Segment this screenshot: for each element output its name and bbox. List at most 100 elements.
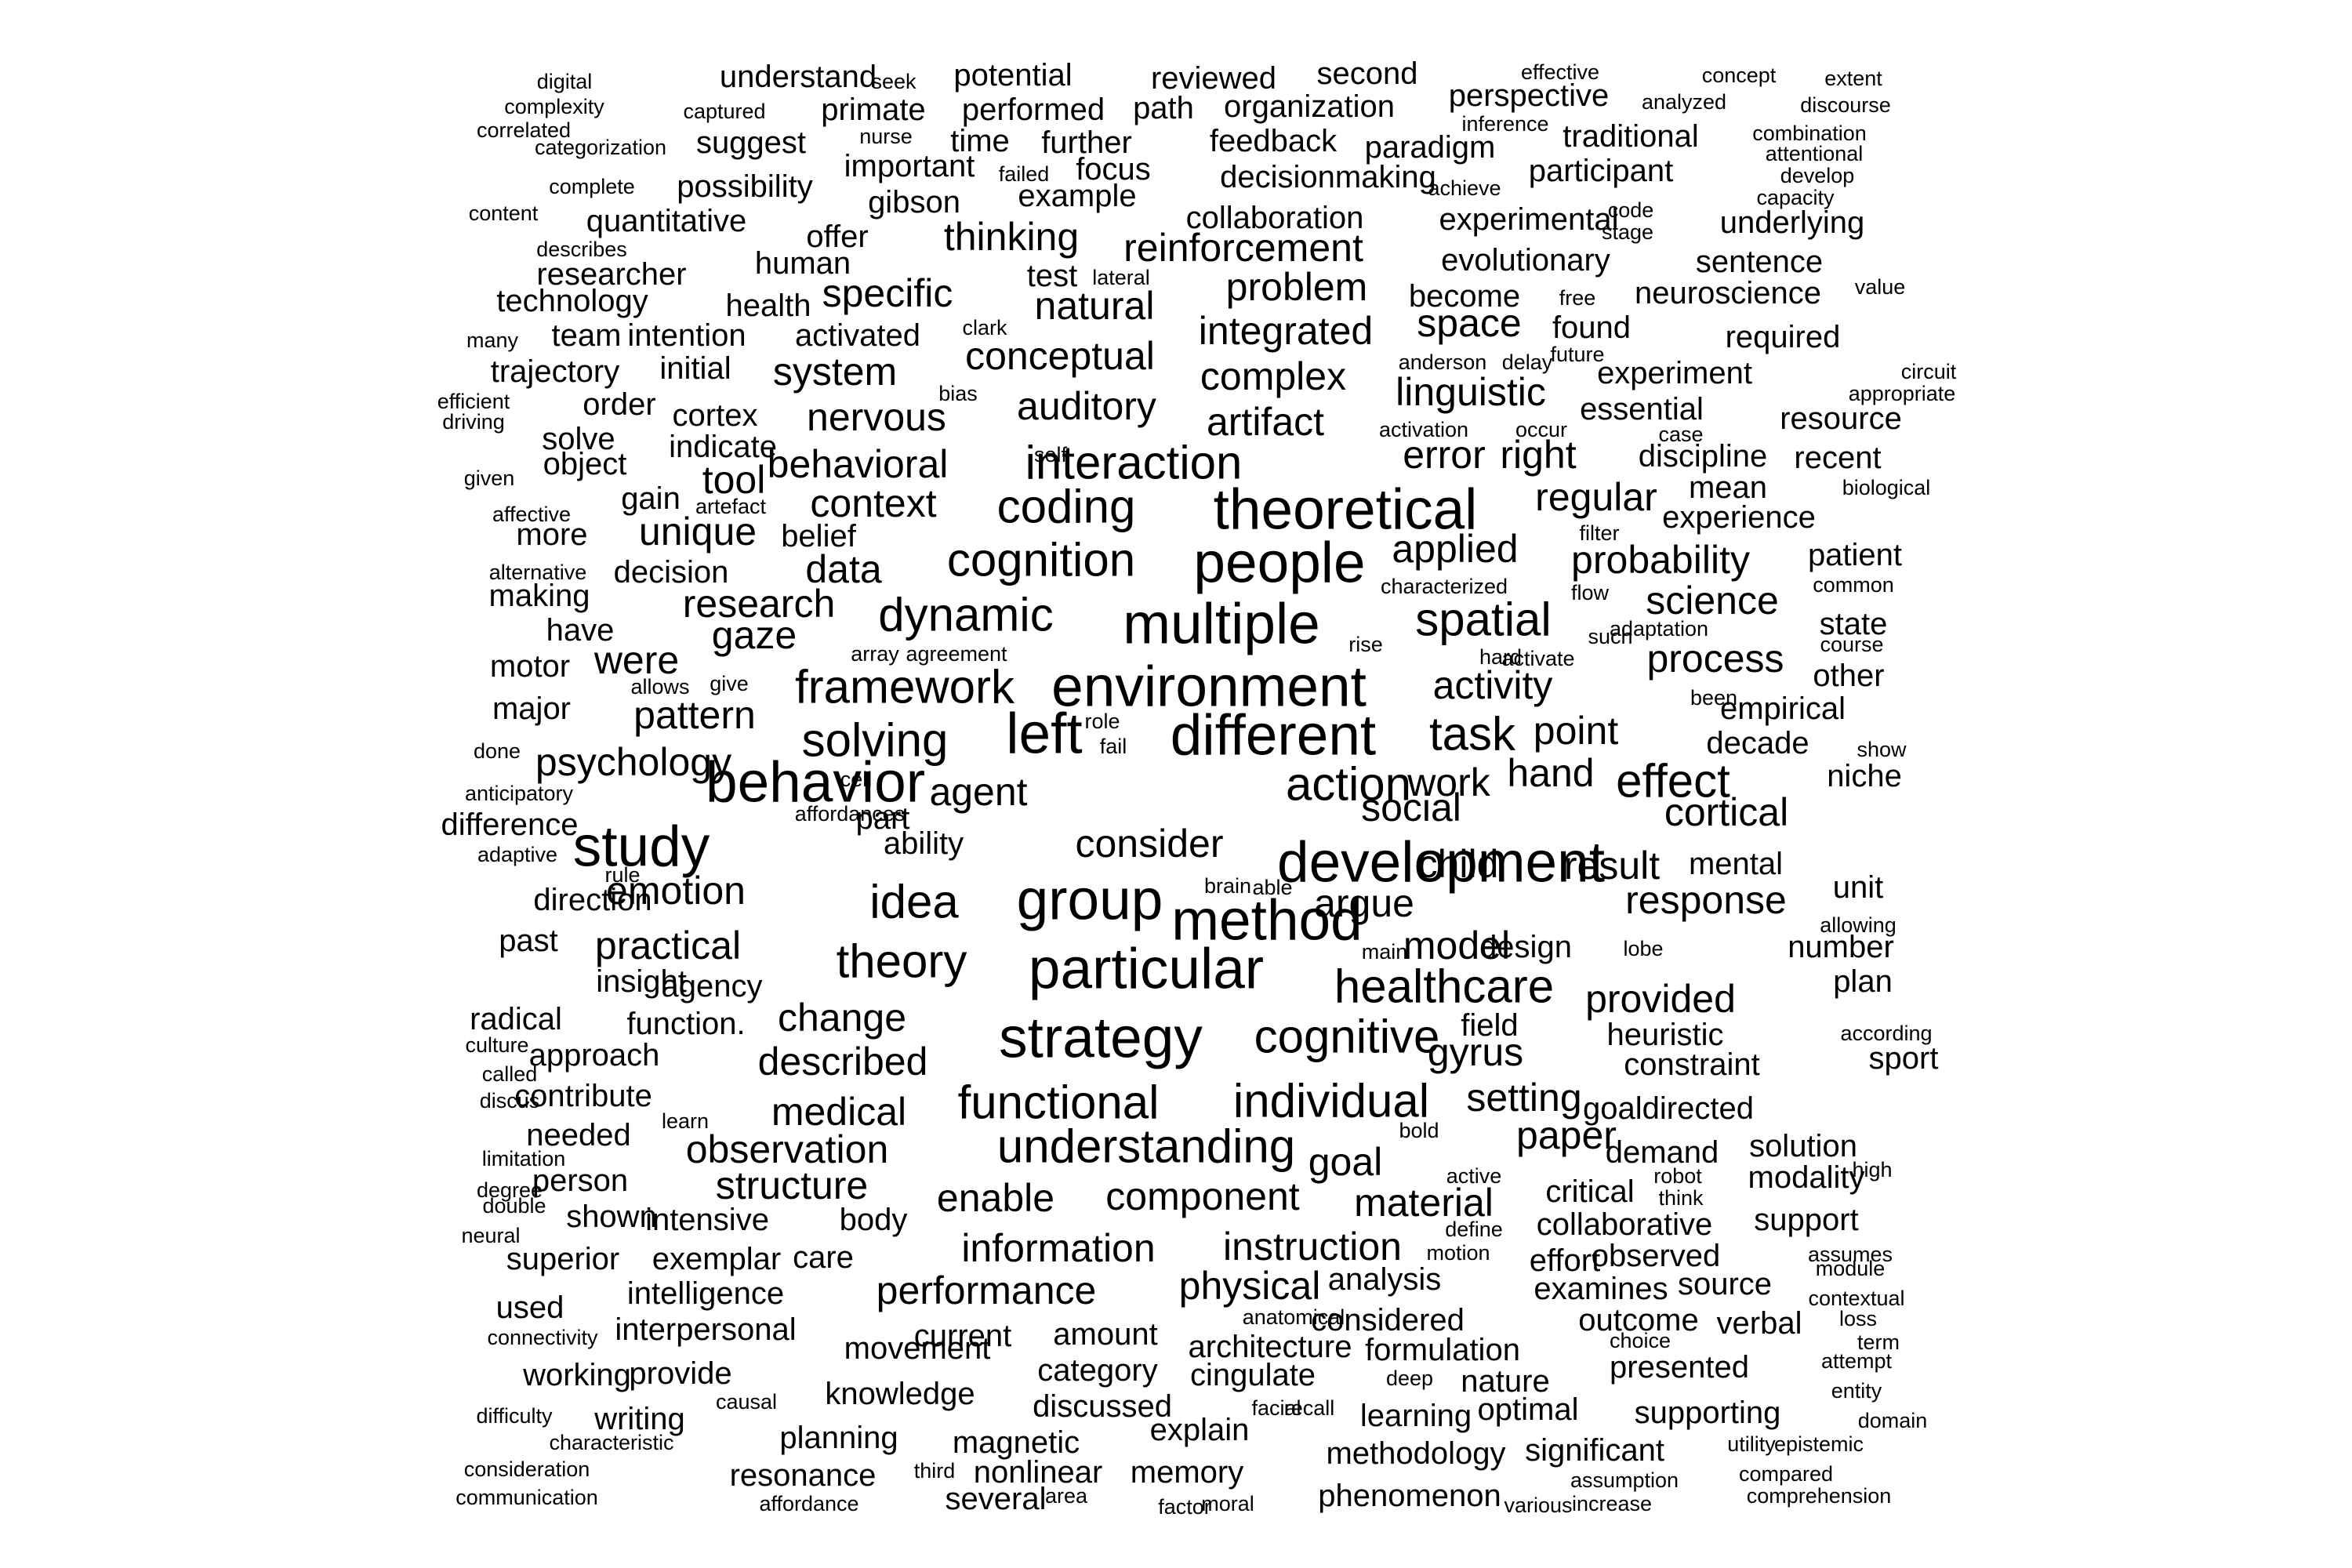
word-320: knowledge xyxy=(825,1377,975,1411)
word-215: practical xyxy=(595,924,741,967)
word-92: auditory xyxy=(1017,384,1156,428)
word-15: perspective xyxy=(1449,78,1610,113)
word-299: considered xyxy=(1311,1303,1465,1338)
word-154: hard xyxy=(1479,645,1522,669)
word-88: bias xyxy=(938,382,978,405)
word-126: belief xyxy=(781,519,857,554)
word-12: performed xyxy=(962,93,1105,127)
word-1: understand xyxy=(720,60,877,94)
word-202: rule xyxy=(604,863,640,887)
word-336: methodology xyxy=(1326,1436,1505,1471)
word-341: memory xyxy=(1131,1455,1243,1490)
word-157: were xyxy=(593,638,679,682)
word-219: lobe xyxy=(1623,937,1663,960)
word-117: artefact xyxy=(695,495,767,518)
word-136: characterized xyxy=(1381,575,1508,598)
word-162: environment xyxy=(1051,655,1367,719)
word-272: double xyxy=(482,1194,546,1218)
word-141: science xyxy=(1646,579,1779,622)
word-51: reinforcement xyxy=(1123,226,1363,270)
word-152: array xyxy=(851,642,899,666)
word-34: develop xyxy=(1780,164,1855,187)
word-138: making xyxy=(489,579,590,613)
word-145: dynamic xyxy=(878,589,1053,641)
word-127: filter xyxy=(1579,521,1619,545)
word-278: neural xyxy=(461,1224,520,1247)
word-303: connectivity xyxy=(487,1326,598,1349)
word-242: constraint xyxy=(1624,1047,1759,1082)
word-231: field xyxy=(1461,1008,1518,1043)
word-181: niche xyxy=(1827,759,1902,793)
word-243: contribute xyxy=(514,1079,652,1113)
word-314: working xyxy=(522,1358,631,1392)
word-308: term xyxy=(1857,1330,1900,1354)
word-148: spatial xyxy=(1415,593,1551,646)
word-74: clark xyxy=(962,316,1007,339)
word-266: critical xyxy=(1545,1174,1634,1209)
word-163: framework xyxy=(795,661,1015,713)
word-131: decision xyxy=(614,555,729,590)
word-129: patient xyxy=(1808,538,1902,572)
word-284: care xyxy=(793,1240,854,1275)
word-81: system xyxy=(773,350,897,394)
word-286: effort xyxy=(1530,1243,1600,1278)
word-85: experiment xyxy=(1597,356,1752,390)
word-101: case xyxy=(1658,423,1703,446)
word-289: module xyxy=(1816,1257,1886,1280)
word-7: concept xyxy=(1702,64,1777,87)
word-224: particular xyxy=(1029,938,1264,1001)
word-337: significant xyxy=(1525,1433,1664,1468)
word-247: discus xyxy=(480,1089,540,1112)
word-292: physical xyxy=(1179,1264,1321,1308)
word-79: trajectory xyxy=(491,354,620,389)
word-300: outcome xyxy=(1578,1303,1698,1338)
word-191: difference xyxy=(441,808,579,842)
word-27: paradigm xyxy=(1365,130,1496,165)
word-5: second xyxy=(1317,56,1418,91)
word-291: source xyxy=(1678,1267,1772,1301)
word-0: digital xyxy=(537,70,593,93)
word-42: code xyxy=(1608,198,1654,222)
word-318: deep xyxy=(1386,1367,1433,1390)
word-238: gyrus xyxy=(1428,1030,1523,1074)
word-171: left xyxy=(1006,702,1082,766)
word-97: artifact xyxy=(1207,400,1324,444)
word-18: correlated xyxy=(477,118,571,142)
word-155: activate xyxy=(1501,647,1574,670)
word-186: work xyxy=(1406,760,1491,804)
word-349: several xyxy=(946,1482,1047,1516)
word-287: observed xyxy=(1592,1239,1721,1273)
word-234: strategy xyxy=(999,1007,1203,1070)
word-143: have xyxy=(546,613,615,648)
word-269: enable xyxy=(937,1176,1054,1220)
word-172: different xyxy=(1171,704,1376,768)
word-125: unique xyxy=(639,510,757,554)
word-253: paper xyxy=(1516,1113,1617,1157)
word-248: medical xyxy=(771,1090,906,1134)
word-32: focus xyxy=(1076,152,1151,187)
word-39: capacity xyxy=(1756,186,1835,209)
word-204: able xyxy=(1252,876,1292,899)
word-174: done xyxy=(474,739,521,763)
word-195: development xyxy=(1277,831,1605,895)
word-89: linguistic xyxy=(1396,370,1546,414)
word-281: instruction xyxy=(1223,1225,1402,1269)
word-249: goaldirected xyxy=(1583,1091,1754,1126)
word-66: health xyxy=(726,289,811,323)
word-106: self xyxy=(1034,443,1068,466)
word-122: theoretical xyxy=(1214,478,1478,542)
word-254: solution xyxy=(1749,1129,1857,1163)
word-241: described xyxy=(758,1040,928,1083)
word-169: role xyxy=(1084,710,1120,733)
word-194: consider xyxy=(1076,822,1224,866)
word-296: contextual xyxy=(1808,1287,1904,1310)
word-114: mean xyxy=(1689,470,1767,505)
word-132: data xyxy=(805,547,882,591)
word-184: behavior xyxy=(706,751,925,815)
word-2: seek xyxy=(871,70,916,93)
word-45: collaboration xyxy=(1186,201,1364,235)
word-29: attentional xyxy=(1766,142,1864,165)
word-54: evolutionary xyxy=(1441,243,1610,278)
word-307: choice xyxy=(1610,1329,1671,1352)
word-236: heuristic xyxy=(1607,1018,1724,1052)
